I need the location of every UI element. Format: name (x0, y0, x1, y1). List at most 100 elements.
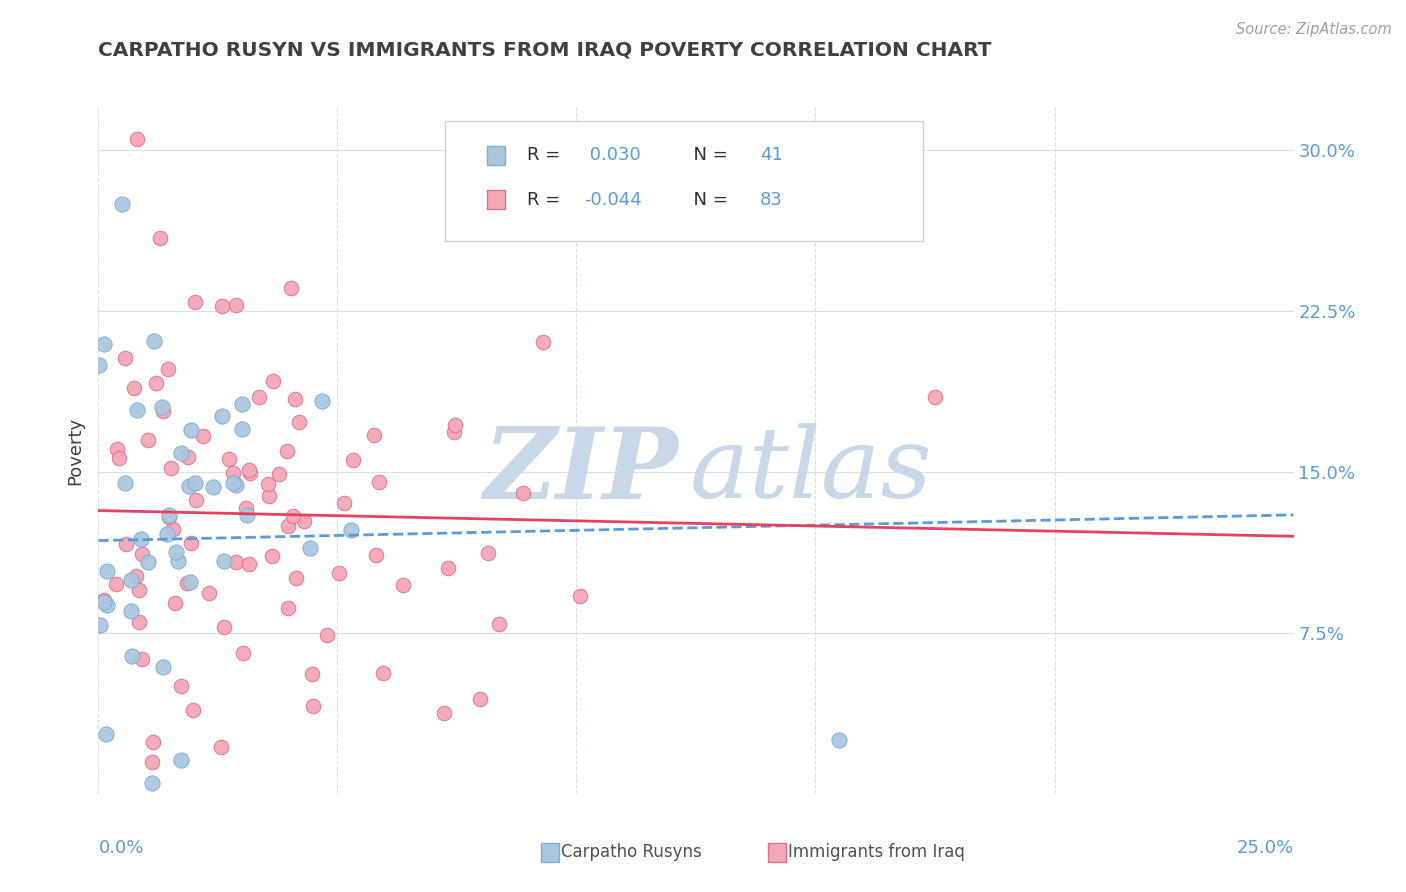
Point (96, 599, 118, 613)
Text: -0.044: -0.044 (583, 191, 643, 209)
Point (368, 475, 391, 489)
Bar (486, 190, 505, 210)
Text: R =: R = (527, 191, 565, 209)
Point (150, 400, 173, 414)
Point (143, 334, 166, 348)
Point (328, 566, 350, 580)
Point (301, 667, 323, 681)
Text: 41: 41 (759, 146, 783, 164)
Point (89, 617, 111, 632)
Point (177, 450, 200, 465)
Point (157, 510, 180, 524)
Point (218, 451, 240, 466)
Point (166, 544, 188, 558)
Text: 0.0%: 0.0% (98, 838, 143, 856)
Point (315, 628, 337, 642)
Point (342, 453, 364, 467)
Point (232, 646, 254, 660)
Point (114, 536, 136, 550)
Point (152, 660, 174, 674)
Point (160, 461, 183, 475)
Text: 0.030: 0.030 (583, 146, 641, 164)
Point (145, 376, 167, 391)
Point (276, 600, 298, 615)
Point (225, 478, 247, 492)
Point (152, 404, 174, 418)
Point (122, 381, 145, 395)
Point (284, 392, 307, 406)
Point (93, 592, 115, 607)
Point (437, 560, 460, 574)
Point (201, 480, 224, 494)
Point (159, 508, 181, 523)
Point (212, 554, 235, 568)
Point (184, 492, 207, 507)
Point (163, 596, 186, 610)
Text: Immigrants from Iraq: Immigrants from Iraq (787, 843, 965, 862)
Bar (541, 843, 560, 862)
Point (287, 415, 309, 429)
Point (179, 575, 201, 590)
Point (129, 533, 152, 547)
Point (247, 390, 270, 404)
Point (298, 541, 321, 555)
Point (180, 423, 202, 437)
Point (184, 475, 207, 490)
Text: CARPATHO RUSYN VS IMMIGRANTS FROM IRAQ POVERTY CORRELATION CHART: CARPATHO RUSYN VS IMMIGRANTS FROM IRAQ P… (98, 40, 991, 59)
Point (363, 428, 385, 442)
Point (277, 519, 299, 533)
Point (477, 546, 499, 560)
Point (114, 351, 136, 365)
Point (924, 390, 946, 404)
Point (371, 665, 394, 680)
Point (111, 196, 134, 211)
Point (138, 433, 160, 447)
Point (198, 585, 221, 599)
Point (276, 443, 298, 458)
Point (136, 555, 159, 569)
Point (225, 298, 247, 312)
Point (141, 755, 163, 769)
Point (231, 397, 253, 411)
FancyBboxPatch shape (446, 120, 922, 241)
Point (142, 735, 165, 749)
Text: N =: N = (682, 146, 734, 164)
Point (96, 727, 118, 741)
Point (568, 589, 591, 603)
Text: Source: ZipAtlas.com: Source: ZipAtlas.com (1236, 22, 1392, 37)
Point (180, 536, 202, 550)
Point (125, 132, 148, 146)
Point (262, 374, 284, 388)
Text: N =: N = (682, 191, 734, 209)
Point (125, 569, 148, 583)
Point (149, 231, 172, 245)
Bar (486, 145, 505, 165)
Point (120, 603, 142, 617)
Point (181, 703, 204, 717)
Point (225, 555, 247, 569)
Point (256, 476, 278, 491)
Point (93, 595, 115, 609)
Point (238, 463, 260, 477)
Point (852, 143, 875, 157)
Point (231, 421, 253, 435)
Point (131, 547, 153, 561)
Point (333, 496, 356, 510)
Point (339, 523, 361, 537)
Point (302, 698, 325, 713)
Point (260, 549, 283, 564)
Point (222, 466, 245, 480)
Point (283, 509, 305, 524)
Point (259, 489, 281, 503)
Point (828, 733, 851, 747)
Point (488, 617, 510, 632)
Point (209, 740, 232, 755)
Point (114, 475, 136, 490)
Point (211, 409, 233, 423)
Text: 25.0%: 25.0% (1236, 838, 1294, 856)
Point (366, 548, 388, 562)
Point (392, 578, 415, 592)
Point (96, 564, 118, 578)
Point (108, 451, 131, 466)
Text: R =: R = (527, 146, 565, 164)
